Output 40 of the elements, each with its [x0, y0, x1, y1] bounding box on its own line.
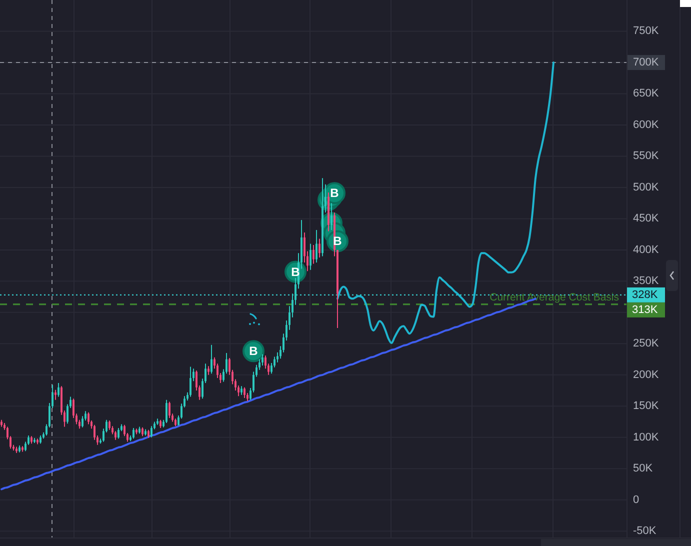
y-tick-label: 350K: [633, 275, 660, 288]
ref-line-label: Current Average Cost Basis: [490, 291, 619, 304]
candlestick: [57, 382, 60, 398]
y-tick-label: 400K: [633, 244, 660, 256]
candlestick: [312, 244, 315, 264]
y-tick-label: 550K: [633, 150, 660, 162]
y-tick-label: 750K: [633, 25, 660, 38]
y-tick-label: 450K: [633, 212, 660, 225]
candlestick: [132, 428, 135, 440]
candlestick: [165, 399, 168, 424]
y-tick-label: 600K: [633, 118, 660, 131]
candlestick: [210, 344, 213, 374]
data-label: B: [249, 344, 258, 358]
candlestick: [261, 354, 264, 366]
y-tick-label: 0: [633, 494, 640, 506]
candlestick: [243, 386, 246, 399]
y-tick-label: 50K: [633, 462, 654, 475]
y-tick-label: 650K: [633, 88, 660, 100]
data-label: B: [330, 186, 340, 200]
candlestick: [108, 420, 111, 430]
y-tick-label: 200K: [633, 368, 660, 381]
candlestick: [318, 238, 321, 258]
y-tick-label: 313K: [632, 304, 658, 316]
y-tick-label: 100K: [633, 431, 660, 444]
y-tick-label: -50K: [633, 525, 657, 538]
candlestick: [54, 389, 57, 400]
candlestick: [330, 202, 333, 230]
candlestick: [168, 401, 171, 419]
candlestick: [150, 426, 153, 438]
y-tick-label: 500K: [633, 181, 660, 194]
y-tick-label: 328K: [632, 288, 658, 301]
candlestick: [117, 428, 120, 440]
candlestick: [309, 243, 312, 270]
candlestick: [87, 412, 90, 425]
y-tick-label: 700K: [633, 56, 660, 68]
y-tick-label: 150K: [633, 400, 660, 412]
data-label: B: [291, 264, 300, 279]
candlestick: [315, 229, 318, 263]
candlestick: [189, 366, 192, 398]
y-tick-label: 250K: [633, 338, 660, 350]
